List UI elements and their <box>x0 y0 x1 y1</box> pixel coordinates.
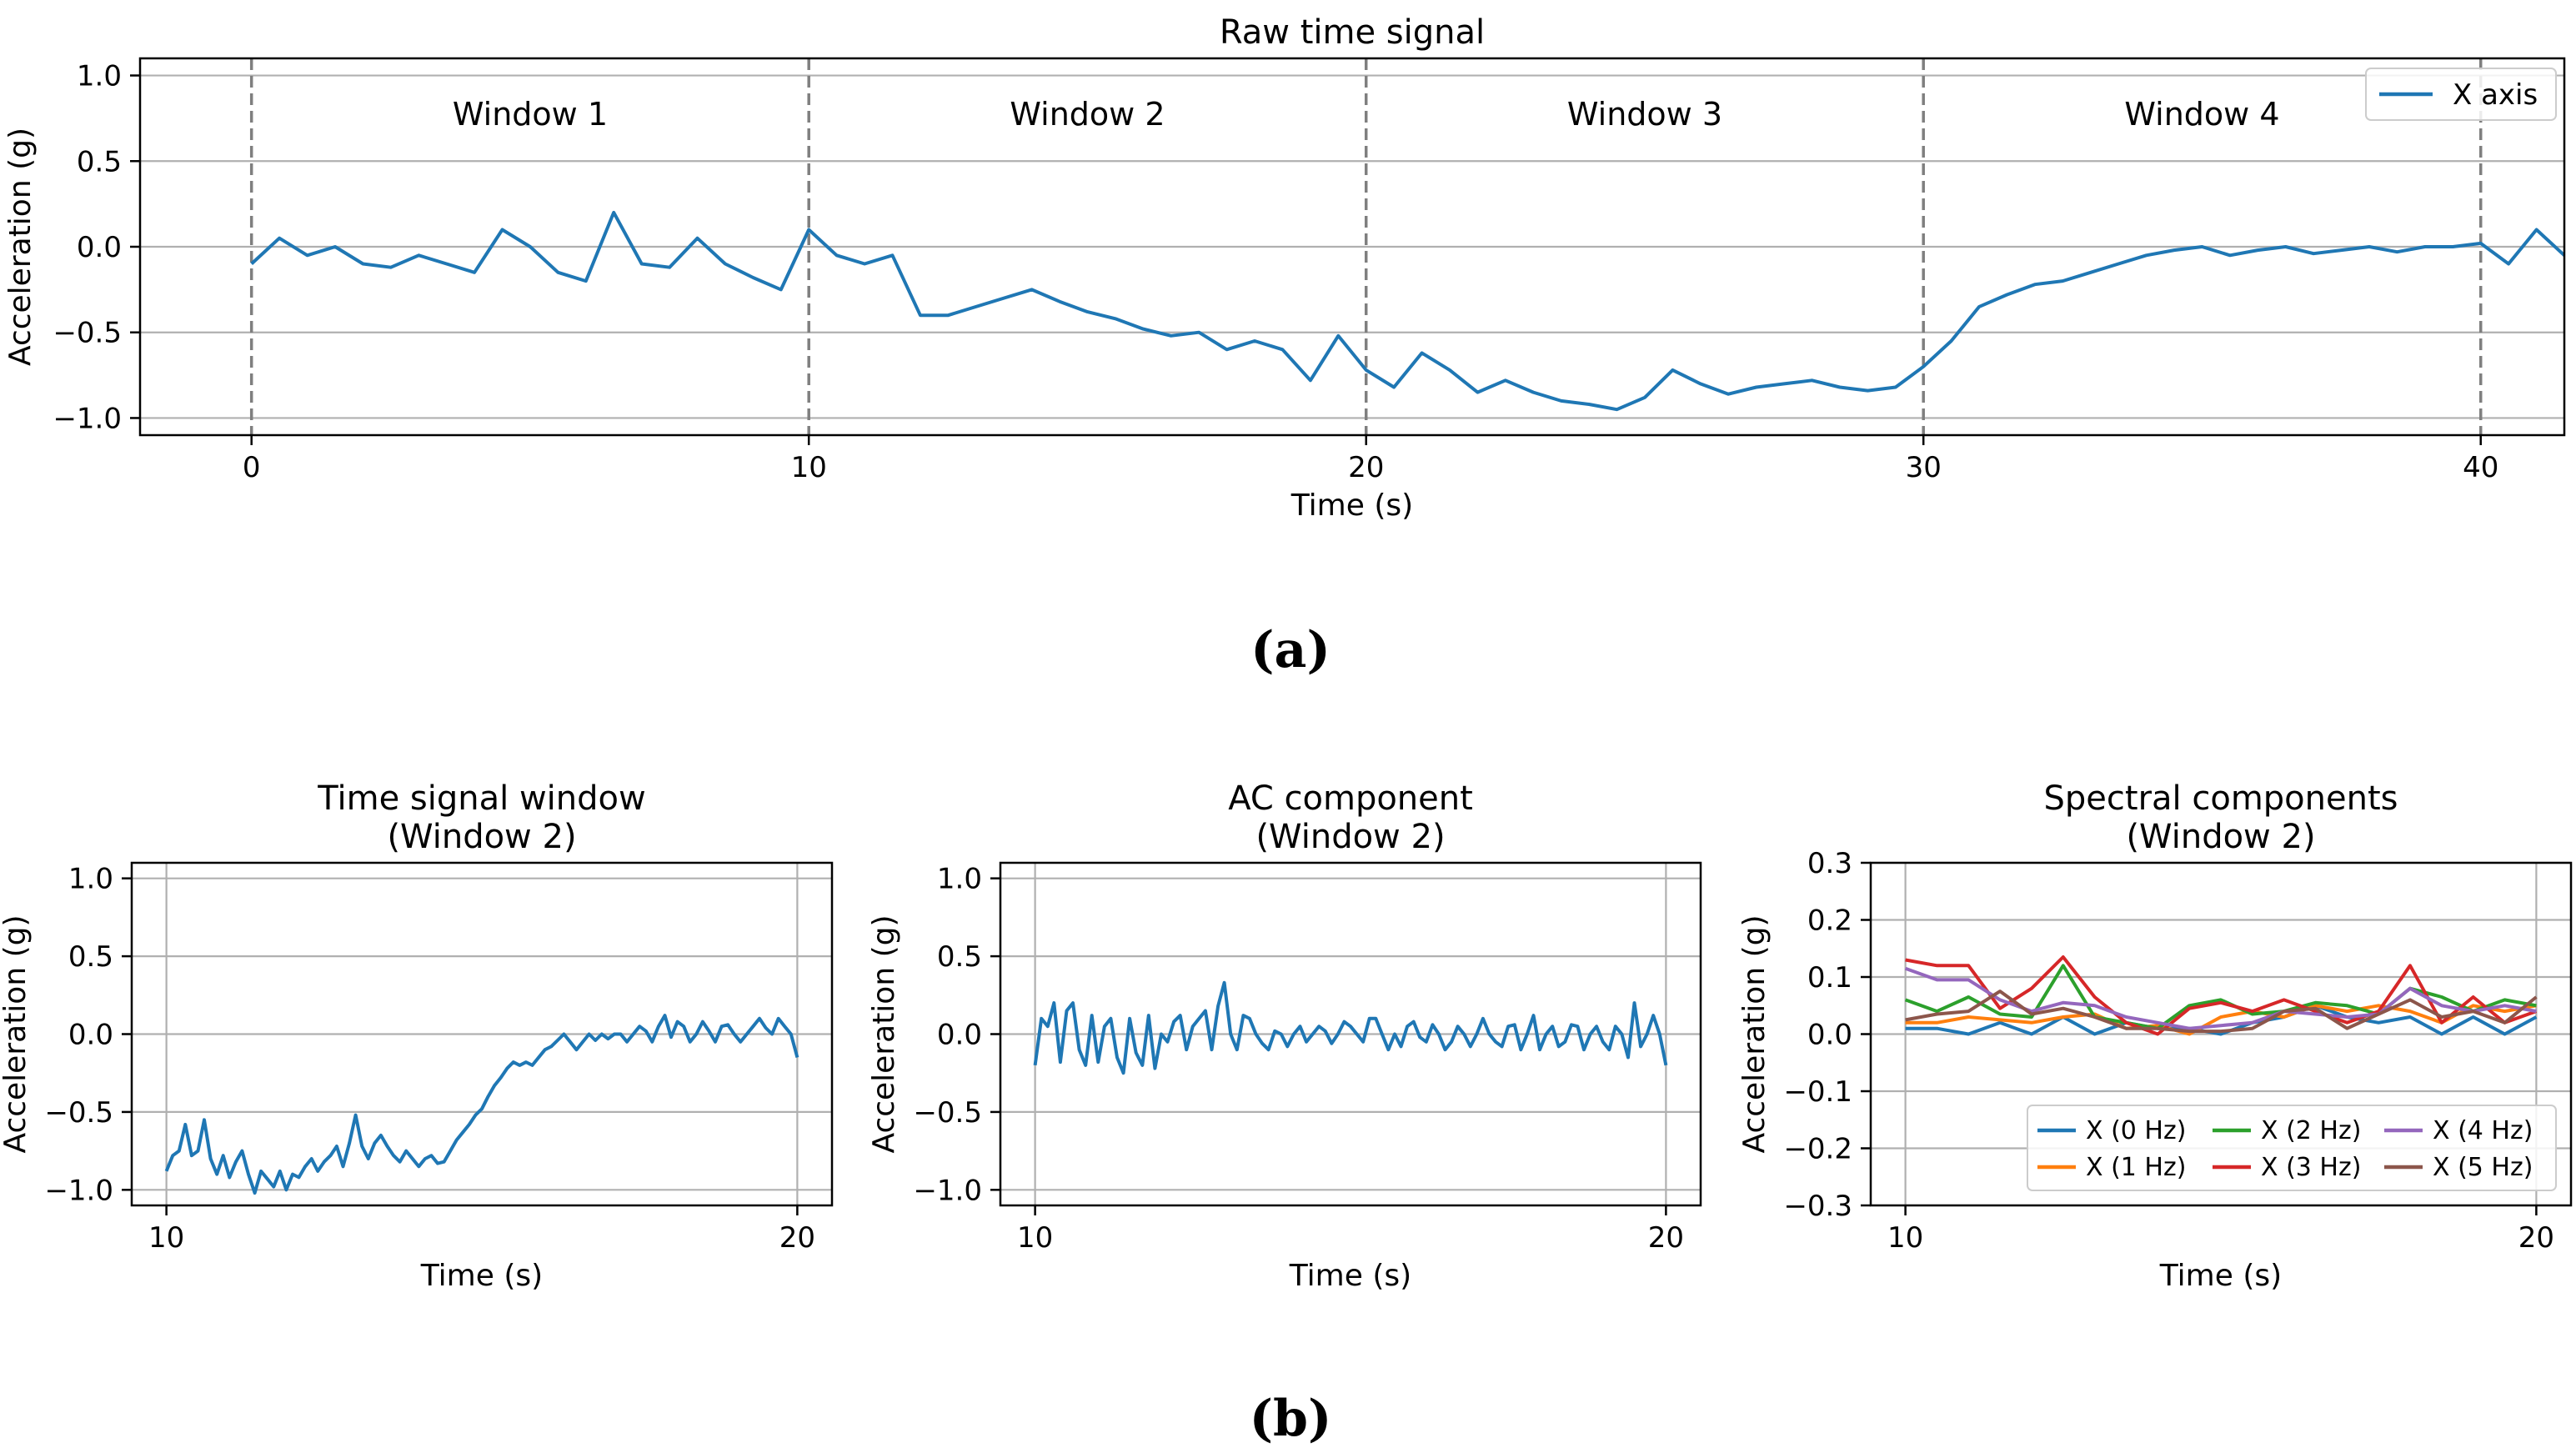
y-tick-label: −0.5 <box>53 317 122 350</box>
chart-title: Spectral components <box>2044 779 2398 818</box>
series-line-x-1-hz- <box>1905 1004 2537 1036</box>
x-tick-label: 10 <box>791 451 827 484</box>
series-line-x-5-hz- <box>1905 990 2538 1034</box>
y-axis-label: Acceleration (g) <box>867 914 901 1153</box>
x-tick-label: 20 <box>2518 1221 2554 1255</box>
x-tick-label: 20 <box>1348 451 1384 484</box>
legend-label: X (2 Hz) <box>2261 1116 2361 1145</box>
y-tick-label: 0.2 <box>1807 904 1852 938</box>
y-tick-label: 0.3 <box>1807 847 1852 880</box>
y-tick-label: 0.5 <box>68 940 113 974</box>
chart-title: Time signal window <box>317 779 645 818</box>
x-tick-label: 10 <box>1017 1221 1053 1255</box>
chart-title: (Window 2) <box>1255 818 1445 856</box>
y-axis-label: Acceleration (g) <box>3 128 38 366</box>
x-tick-label: 20 <box>1648 1221 1684 1255</box>
y-tick-label: 1.0 <box>77 60 122 93</box>
caption-b: (b) <box>1250 1390 1332 1448</box>
x-axis-label: Time (s) <box>1289 1259 1411 1293</box>
legend-label: X (5 Hz) <box>2433 1153 2533 1182</box>
series-line-signal <box>1033 980 1668 1075</box>
window-label: Window 4 <box>2124 96 2279 133</box>
y-tick-label: 1.0 <box>68 863 113 896</box>
y-tick-label: 1.0 <box>937 863 982 896</box>
window-label: Window 1 <box>453 96 608 133</box>
y-tick-label: 0.0 <box>937 1019 982 1052</box>
y-tick-label: −0.5 <box>44 1096 113 1130</box>
x-axis-label: Time (s) <box>2159 1259 2282 1293</box>
x-tick-label: 0 <box>243 451 261 484</box>
x-tick-label: 10 <box>1887 1221 1923 1255</box>
y-tick-label: 0.0 <box>1807 1019 1852 1052</box>
series-line-x-2-hz- <box>1904 964 2537 1030</box>
x-axis-label: Time (s) <box>420 1259 543 1293</box>
legend-label: X (3 Hz) <box>2261 1153 2361 1182</box>
y-tick-label: −1.0 <box>913 1174 982 1207</box>
time-signal-window-chart: −1.0 −0.5 0.0 0.5 1.0 10 20 Time (s) Acceleratio… <box>0 779 834 1293</box>
chart-title: (Window 2) <box>387 818 576 856</box>
raw-time-signal-chart: Window 1 Window 2 Window 3 Window 4 −1.0 −0.5… <box>3 13 2566 523</box>
y-tick-label: −0.3 <box>1783 1190 1852 1223</box>
legend-label: X (1 Hz) <box>2086 1153 2186 1182</box>
window-label: Window 2 <box>1010 96 1165 133</box>
ac-component-chart: −1.0 −0.5 0.0 0.5 1.0 10 20 Time (s) Acceleratio… <box>867 779 1702 1293</box>
x-tick-label: 40 <box>2463 451 2498 484</box>
chart-title: AC component <box>1228 779 1473 818</box>
series-line-x-4-hz- <box>1904 966 2537 1030</box>
x-tick-label: 20 <box>779 1221 815 1255</box>
window-label: Window 3 <box>1567 96 1722 133</box>
y-tick-label: −0.2 <box>1783 1133 1852 1166</box>
legend-box <box>2027 1105 2557 1191</box>
y-tick-label: 0.5 <box>77 145 122 178</box>
chart-title: Raw time signal <box>1220 13 1485 52</box>
y-tick-label: −1.0 <box>44 1174 113 1207</box>
series-line-x-3-hz- <box>1905 955 2538 1036</box>
chart-title: (Window 2) <box>2126 818 2315 856</box>
series-line-signal <box>164 1014 799 1195</box>
caption-a: (a) <box>1250 621 1331 679</box>
series-line-x-axis <box>250 210 2564 412</box>
legend-label: X axis <box>2453 78 2538 112</box>
y-tick-label: 0.0 <box>77 231 122 264</box>
legend-label: X (0 Hz) <box>2086 1116 2186 1145</box>
legend-box <box>2365 68 2557 121</box>
x-tick-label: 30 <box>1906 451 1942 484</box>
x-axis-label: Time (s) <box>1291 489 1413 523</box>
y-tick-label: 0.5 <box>937 940 982 974</box>
y-tick-label: −0.5 <box>913 1096 982 1130</box>
spectral-components-chart: −0.3 −0.2 −0.1 0.0 0.1 0.2 0.3 10 20 Time (s) Acce… <box>1737 779 2573 1293</box>
x-tick-label: 10 <box>148 1221 184 1255</box>
y-axis-label: Acceleration (g) <box>0 914 33 1153</box>
y-tick-label: 0.1 <box>1807 961 1852 995</box>
y-tick-label: −0.1 <box>1783 1075 1852 1109</box>
series-line-x-0-hz- <box>1905 1004 2538 1036</box>
y-tick-label: 0.0 <box>68 1019 113 1052</box>
y-tick-label: −1.0 <box>53 402 122 435</box>
y-axis-label: Acceleration (g) <box>1737 914 1772 1153</box>
legend-label: X (4 Hz) <box>2433 1116 2533 1145</box>
